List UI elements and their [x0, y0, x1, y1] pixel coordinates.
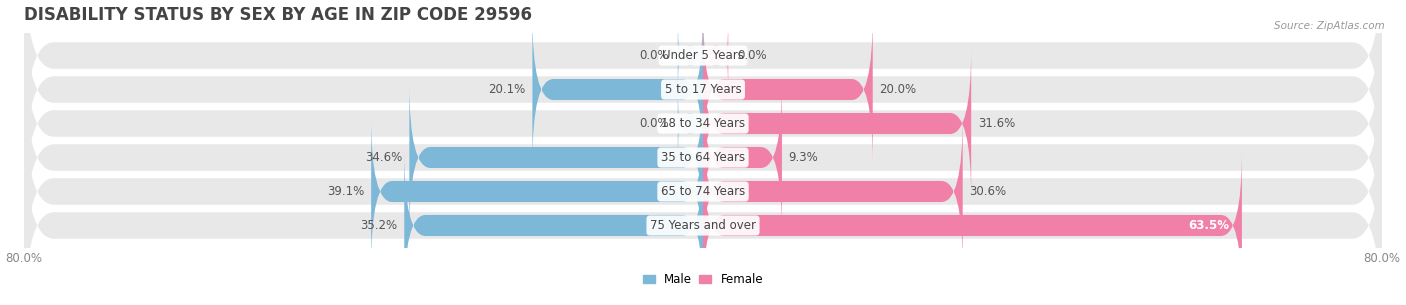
Text: 75 Years and over: 75 Years and over	[650, 219, 756, 232]
Text: 65 to 74 Years: 65 to 74 Years	[661, 185, 745, 198]
Text: 9.3%: 9.3%	[789, 151, 818, 164]
FancyBboxPatch shape	[24, 120, 1382, 305]
FancyBboxPatch shape	[703, 15, 728, 96]
FancyBboxPatch shape	[409, 83, 703, 232]
Text: 63.5%: 63.5%	[1188, 219, 1229, 232]
Text: 31.6%: 31.6%	[979, 117, 1015, 130]
FancyBboxPatch shape	[24, 52, 1382, 263]
FancyBboxPatch shape	[703, 151, 1241, 300]
Text: 0.0%: 0.0%	[640, 117, 669, 130]
Text: 35.2%: 35.2%	[360, 219, 398, 232]
Text: Source: ZipAtlas.com: Source: ZipAtlas.com	[1274, 21, 1385, 31]
Text: 20.1%: 20.1%	[488, 83, 526, 96]
Text: 34.6%: 34.6%	[366, 151, 402, 164]
Text: 18 to 34 Years: 18 to 34 Years	[661, 117, 745, 130]
FancyBboxPatch shape	[703, 83, 782, 232]
FancyBboxPatch shape	[678, 15, 703, 96]
Text: 35 to 64 Years: 35 to 64 Years	[661, 151, 745, 164]
Text: Under 5 Years: Under 5 Years	[662, 49, 744, 62]
Text: 20.0%: 20.0%	[880, 83, 917, 96]
Text: 0.0%: 0.0%	[640, 49, 669, 62]
FancyBboxPatch shape	[703, 117, 963, 266]
FancyBboxPatch shape	[24, 0, 1382, 161]
FancyBboxPatch shape	[405, 151, 703, 300]
FancyBboxPatch shape	[533, 15, 703, 164]
Text: 5 to 17 Years: 5 to 17 Years	[665, 83, 741, 96]
FancyBboxPatch shape	[24, 86, 1382, 297]
Text: 39.1%: 39.1%	[328, 185, 364, 198]
FancyBboxPatch shape	[678, 83, 703, 164]
Text: 30.6%: 30.6%	[970, 185, 1007, 198]
Text: DISABILITY STATUS BY SEX BY AGE IN ZIP CODE 29596: DISABILITY STATUS BY SEX BY AGE IN ZIP C…	[24, 5, 531, 23]
FancyBboxPatch shape	[703, 49, 972, 198]
FancyBboxPatch shape	[24, 0, 1382, 195]
FancyBboxPatch shape	[24, 18, 1382, 229]
FancyBboxPatch shape	[703, 15, 873, 164]
Legend: Male, Female: Male, Female	[641, 271, 765, 289]
FancyBboxPatch shape	[371, 117, 703, 266]
Text: 0.0%: 0.0%	[737, 49, 766, 62]
